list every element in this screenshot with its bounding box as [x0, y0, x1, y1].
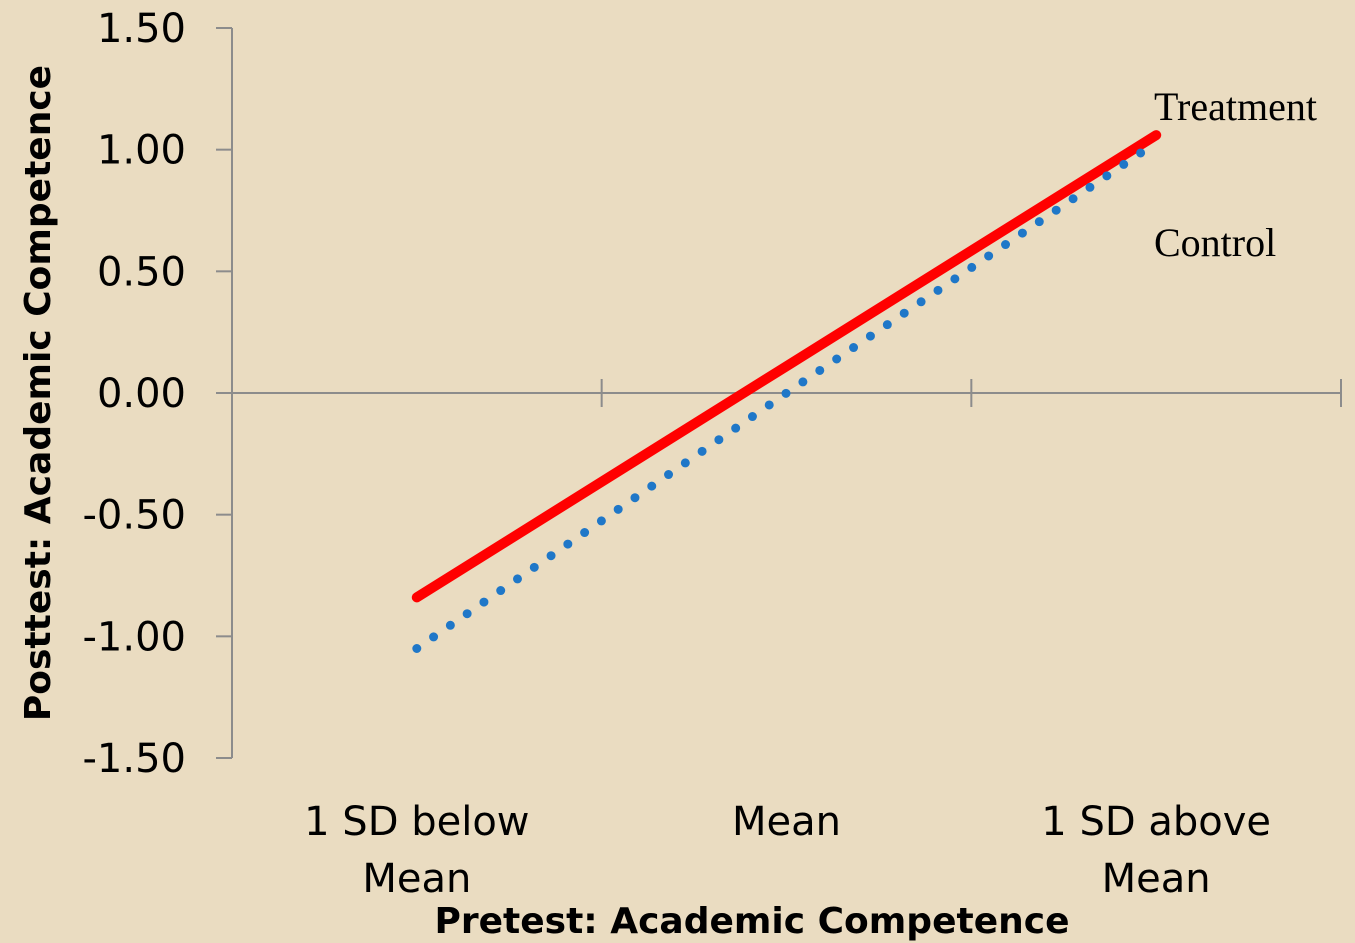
y-tick-label: -1.50 [83, 736, 187, 782]
legend-label-treatment: Treatment [1154, 84, 1317, 129]
x-category-label: 1 SD below Mean [304, 799, 529, 902]
y-tick-label: -1.00 [83, 614, 187, 660]
x-category-label-line: Mean [1102, 856, 1211, 902]
y-tick-labels: 1.50 1.00 0.50 0.00 -0.50 -1.00 -1.50 [83, 6, 187, 782]
x-category-label-line: 1 SD above [1041, 799, 1271, 845]
x-category-label-line: Mean [362, 856, 471, 902]
y-tick-label: 0.00 [97, 371, 186, 417]
x-category-label-line: 1 SD below [304, 799, 529, 845]
legend: Treatment Control [1154, 84, 1317, 265]
x-category-labels: 1 SD below Mean Mean 1 SD above Mean [304, 799, 1271, 902]
series-line-control [417, 142, 1156, 648]
y-axis-title: Posttest: Academic Competence [18, 65, 59, 721]
series-line-treatment [417, 135, 1156, 597]
x-category-label: Mean [732, 799, 841, 845]
y-tick-label: -0.50 [83, 493, 187, 539]
series-layer [417, 135, 1156, 648]
axes [216, 28, 1341, 758]
y-tick-label: 0.50 [97, 249, 186, 295]
legend-label-control: Control [1154, 220, 1276, 265]
x-category-label-line: Mean [732, 799, 841, 845]
y-tick-label: 1.50 [97, 6, 186, 52]
y-tick-label: 1.00 [97, 128, 186, 174]
x-axis-title: Pretest: Academic Competence [434, 901, 1069, 942]
x-category-label: 1 SD above Mean [1041, 799, 1271, 902]
